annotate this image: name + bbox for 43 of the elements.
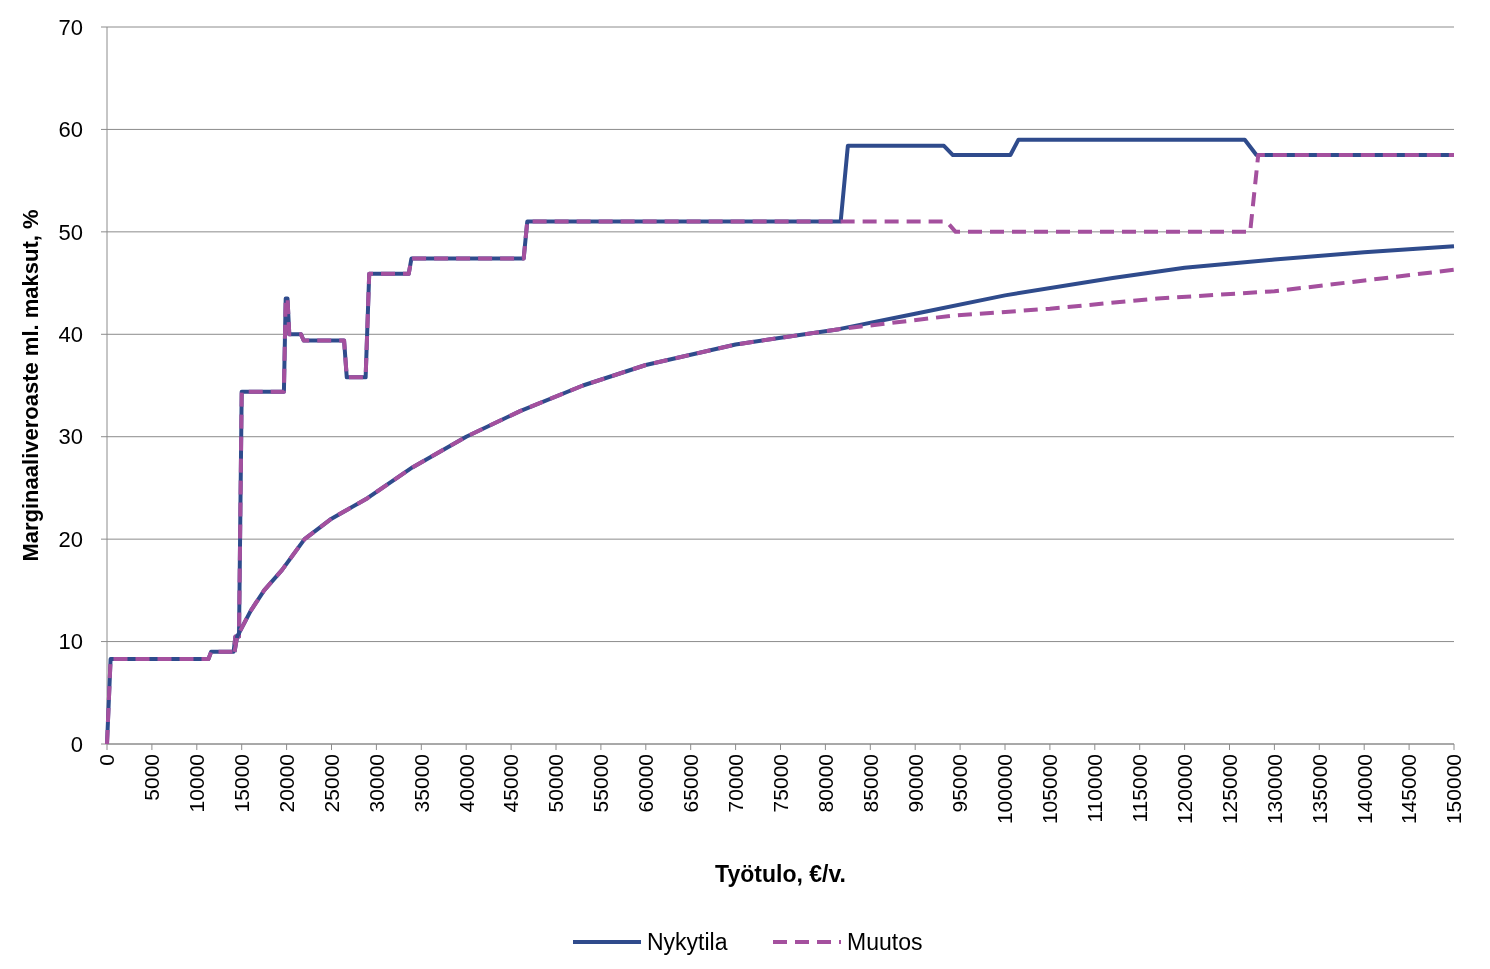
x-tick-label: 85000 [858,754,882,813]
legend-label: Muutos [847,929,923,955]
legend-label: Nykytila [647,929,728,955]
y-tick-label: 40 [58,321,83,347]
y-tick-label: 10 [58,629,83,655]
x-tick-label: 55000 [589,754,613,813]
x-tick-label: 90000 [903,754,927,813]
y-axis-title: Marginaaliveroaste ml. maksut, % [18,209,43,562]
x-tick-label: 95000 [948,754,972,813]
x-axis-title: Työtulo, €/v. [715,861,846,887]
x-tick-label: 150000 [1442,754,1466,825]
x-tick-label: 10000 [185,754,209,813]
x-tick-label: 30000 [364,754,388,813]
x-tick-label: 145000 [1397,754,1421,825]
x-tick-label: 65000 [679,754,703,813]
x-tick-label: 15000 [230,754,254,813]
y-tick-label: 50 [58,219,83,245]
x-tick-label: 100000 [993,754,1017,825]
y-tick-label: 0 [70,731,83,757]
x-tick-label: 35000 [409,754,433,813]
x-tick-label: 125000 [1217,754,1241,825]
x-tick-label: 5000 [140,754,164,801]
x-tick-label: 115000 [1128,754,1152,823]
x-tick-label: 110000 [1083,754,1107,823]
x-tick-label: 45000 [499,754,523,813]
x-tick-label: 0 [95,754,119,766]
x-tick-label: 105000 [1038,754,1062,825]
x-tick-label: 20000 [274,754,298,813]
x-tick-label: 140000 [1352,754,1376,825]
y-tick-label: 30 [58,424,83,450]
x-tick-label: 120000 [1172,754,1196,825]
y-tick-label: 60 [58,117,83,143]
x-tick-label: 130000 [1262,754,1286,825]
x-tick-label: 80000 [813,754,837,813]
x-tick-label: 60000 [634,754,658,813]
x-tick-label: 75000 [768,754,792,813]
x-tick-label: 70000 [723,754,747,813]
y-tick-label: 70 [58,14,83,40]
y-tick-label: 20 [58,526,83,552]
x-tick-label: 40000 [454,754,478,813]
x-tick-label: 25000 [319,754,343,813]
x-tick-label: 50000 [544,754,568,813]
x-tick-label: 135000 [1307,754,1331,825]
